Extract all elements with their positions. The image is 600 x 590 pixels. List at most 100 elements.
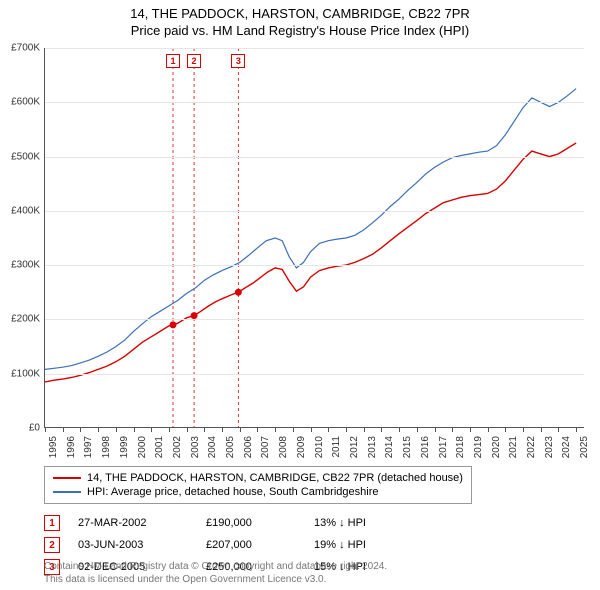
x-tick-label: 2002 <box>172 436 183 458</box>
gridline-h <box>45 265 584 266</box>
attribution-line1: Contains HM Land Registry data © Crown c… <box>44 560 387 573</box>
y-tick-label: £300K <box>11 260 40 271</box>
sales-row-date: 27-MAR-2002 <box>78 517 188 529</box>
chart-svg <box>45 48 584 427</box>
x-tick-label: 1995 <box>48 436 59 458</box>
x-tick-mark <box>151 427 152 432</box>
x-tick-label: 2010 <box>314 436 325 458</box>
x-tick-mark <box>558 427 559 432</box>
sales-row-badge: 1 <box>44 515 60 531</box>
gridline-h <box>45 48 584 49</box>
chart-marker-badge: 3 <box>231 54 245 68</box>
x-tick-mark <box>417 427 418 432</box>
y-tick-label: £0 <box>29 423 40 434</box>
x-tick-mark <box>257 427 258 432</box>
series-line-price_paid <box>45 143 576 382</box>
x-tick-mark <box>523 427 524 432</box>
x-tick-mark <box>346 427 347 432</box>
x-tick-label: 2015 <box>402 436 413 458</box>
x-tick-label: 1997 <box>83 436 94 458</box>
x-tick-mark <box>576 427 577 432</box>
legend-box: 14, THE PADDOCK, HARSTON, CAMBRIDGE, CB2… <box>44 466 472 504</box>
sales-table-row: 2 03-JUN-2003 £207,000 19% ↓ HPI <box>44 534 584 556</box>
attribution-block: Contains HM Land Registry data © Crown c… <box>44 560 387 586</box>
x-tick-label: 2024 <box>561 436 572 458</box>
gridline-h <box>45 319 584 320</box>
x-tick-mark <box>187 427 188 432</box>
attribution-line2: This data is licensed under the Open Gov… <box>44 573 387 586</box>
x-tick-mark <box>364 427 365 432</box>
chart-plot-area: 1995199619971998199920002001200220032004… <box>44 48 584 428</box>
legend-label: 14, THE PADDOCK, HARSTON, CAMBRIDGE, CB2… <box>87 472 463 484</box>
y-tick-label: £100K <box>11 368 40 379</box>
x-tick-mark <box>169 427 170 432</box>
legend-swatch <box>53 477 81 479</box>
x-tick-label: 2023 <box>544 436 555 458</box>
chart-title-block: 14, THE PADDOCK, HARSTON, CAMBRIDGE, CB2… <box>0 0 600 40</box>
x-tick-mark <box>63 427 64 432</box>
x-tick-mark <box>204 427 205 432</box>
sales-row-price: £190,000 <box>206 517 296 529</box>
x-tick-label: 2025 <box>579 436 590 458</box>
x-tick-label: 2017 <box>438 436 449 458</box>
x-tick-mark <box>488 427 489 432</box>
x-tick-label: 2003 <box>190 436 201 458</box>
chart-title-line1: 14, THE PADDOCK, HARSTON, CAMBRIDGE, CB2… <box>10 6 590 21</box>
x-tick-label: 2008 <box>278 436 289 458</box>
y-tick-label: £200K <box>11 314 40 325</box>
x-tick-label: 2000 <box>137 436 148 458</box>
chart-title-line2: Price paid vs. HM Land Registry's House … <box>10 23 590 38</box>
chart-container: { "title": { "line1": "14, THE PADDOCK, … <box>0 0 600 590</box>
x-tick-label: 2013 <box>367 436 378 458</box>
x-tick-mark <box>311 427 312 432</box>
x-tick-label: 2020 <box>491 436 502 458</box>
chart-marker-badge: 2 <box>187 54 201 68</box>
x-tick-mark <box>116 427 117 432</box>
x-tick-label: 1999 <box>119 436 130 458</box>
sale-point-marker <box>170 321 177 328</box>
x-tick-label: 1996 <box>66 436 77 458</box>
x-tick-mark <box>80 427 81 432</box>
x-tick-label: 2018 <box>455 436 466 458</box>
x-tick-mark <box>435 427 436 432</box>
x-tick-label: 2019 <box>473 436 484 458</box>
x-tick-mark <box>505 427 506 432</box>
y-tick-label: £400K <box>11 205 40 216</box>
gridline-h <box>45 157 584 158</box>
x-tick-label: 2016 <box>420 436 431 458</box>
x-tick-label: 2009 <box>296 436 307 458</box>
x-tick-label: 2022 <box>526 436 537 458</box>
sales-row-badge: 2 <box>44 537 60 553</box>
x-tick-mark <box>45 427 46 432</box>
x-tick-mark <box>399 427 400 432</box>
x-tick-mark <box>381 427 382 432</box>
chart-marker-badge: 1 <box>166 54 180 68</box>
x-tick-mark <box>452 427 453 432</box>
legend-row: HPI: Average price, detached house, Sout… <box>53 485 463 499</box>
x-tick-label: 2001 <box>154 436 165 458</box>
x-tick-mark <box>134 427 135 432</box>
x-tick-mark <box>275 427 276 432</box>
sales-row-price: £207,000 <box>206 539 296 551</box>
sale-point-marker <box>235 289 242 296</box>
sales-row-delta: 19% ↓ HPI <box>314 539 414 551</box>
gridline-h <box>45 102 584 103</box>
y-tick-label: £700K <box>11 43 40 54</box>
x-tick-mark <box>293 427 294 432</box>
legend-row: 14, THE PADDOCK, HARSTON, CAMBRIDGE, CB2… <box>53 471 463 485</box>
sales-row-delta: 13% ↓ HPI <box>314 517 414 529</box>
x-tick-mark <box>541 427 542 432</box>
y-tick-label: £500K <box>11 151 40 162</box>
gridline-h <box>45 374 584 375</box>
x-tick-label: 2005 <box>225 436 236 458</box>
x-tick-label: 2021 <box>508 436 519 458</box>
x-tick-mark <box>328 427 329 432</box>
sale-point-marker <box>191 312 198 319</box>
x-tick-label: 2014 <box>384 436 395 458</box>
x-tick-label: 2006 <box>243 436 254 458</box>
x-tick-label: 2011 <box>331 436 342 458</box>
x-tick-mark <box>98 427 99 432</box>
legend-label: HPI: Average price, detached house, Sout… <box>87 486 378 498</box>
x-tick-label: 2007 <box>260 436 271 458</box>
sales-row-date: 03-JUN-2003 <box>78 539 188 551</box>
